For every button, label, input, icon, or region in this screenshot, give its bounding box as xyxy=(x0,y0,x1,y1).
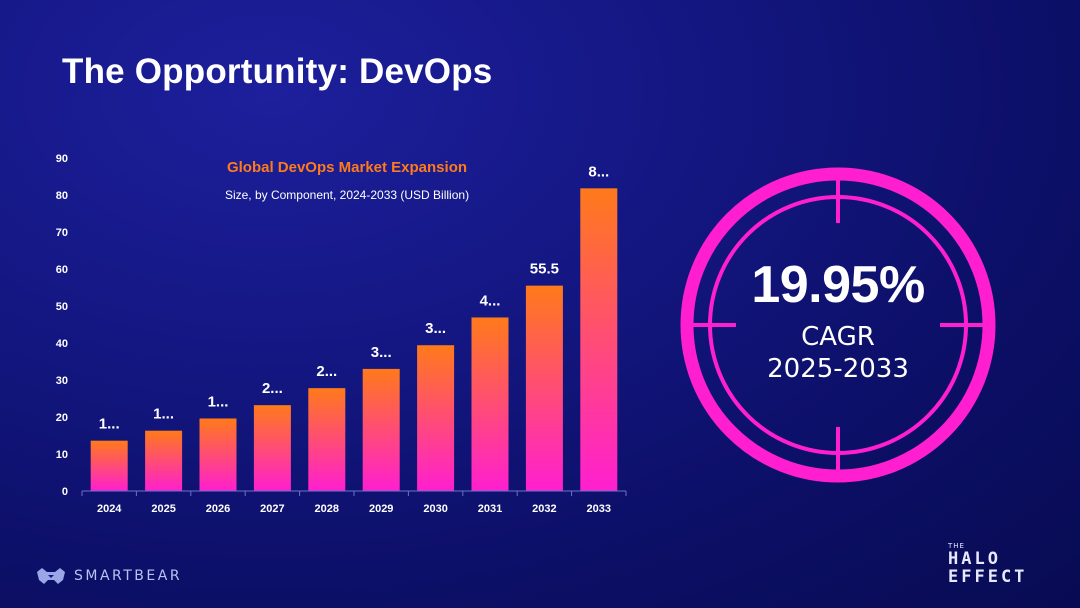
y-tick-label: 90 xyxy=(56,153,68,165)
bar-2031 xyxy=(471,317,509,491)
y-axis: 0 10 20 30 40 50 60 70 80 90 xyxy=(56,153,68,498)
bear-icon xyxy=(37,568,65,584)
bar-chart: Global DevOps Market Expansion Size, by … xyxy=(56,153,627,515)
bar-2025 xyxy=(145,430,183,491)
data-label: 3... xyxy=(371,344,392,361)
y-tick-label: 20 xyxy=(56,412,68,424)
data-label: 1... xyxy=(99,416,120,433)
data-label: 55.5 xyxy=(530,261,559,278)
data-label: 2... xyxy=(316,363,337,380)
bar-2032 xyxy=(525,285,563,491)
x-axis: 2024 2025 2026 2027 2028 2029 2030 2031 2032 2033 xyxy=(81,490,627,515)
x-tick-label: 2024 xyxy=(97,503,122,515)
bar-2026 xyxy=(199,418,237,491)
halo-logo-halo: HALO xyxy=(948,549,1001,569)
halo-logo-effect: EFFECT xyxy=(948,567,1028,587)
data-label: 1... xyxy=(208,393,229,410)
y-tick-label: 80 xyxy=(56,190,68,202)
target-ring-icon xyxy=(680,167,996,483)
cagr-label: CAGR xyxy=(801,321,875,352)
y-tick-label: 0 xyxy=(62,486,68,498)
smartbear-logo: SMARTBEAR xyxy=(36,566,182,586)
x-tick-label: 2032 xyxy=(532,503,556,515)
x-tick-label: 2029 xyxy=(369,503,393,515)
bar-2027 xyxy=(253,405,291,491)
x-tick-label: 2028 xyxy=(315,503,339,515)
bar-2024 xyxy=(90,440,128,491)
slide-title: The Opportunity: DevOps xyxy=(62,52,493,91)
y-tick-label: 70 xyxy=(56,227,68,239)
data-label: 4... xyxy=(480,292,501,309)
halo-logo-the: THE xyxy=(948,542,965,550)
y-tick-label: 60 xyxy=(56,264,68,276)
x-tick-label: 2031 xyxy=(478,503,502,515)
data-label: 2... xyxy=(262,380,283,397)
bar-2028 xyxy=(308,388,346,491)
data-label: 1... xyxy=(153,406,174,423)
y-tick-label: 10 xyxy=(56,449,68,461)
x-tick-label: 2030 xyxy=(423,503,447,515)
bar-2029 xyxy=(362,368,400,491)
x-tick-label: 2033 xyxy=(587,503,611,515)
data-labels: 1... 1... 1... 2... 2... 3... 3... 4... 55.5 8... xyxy=(99,163,609,432)
cagr-value: 19.95% xyxy=(751,255,925,314)
y-tick-label: 50 xyxy=(56,301,68,313)
chart-title: Global DevOps Market Expansion xyxy=(227,159,467,176)
smartbear-wordmark: SMARTBEAR xyxy=(74,568,183,584)
data-label: 8... xyxy=(588,163,609,180)
bars xyxy=(90,188,618,491)
bar-2030 xyxy=(417,345,455,491)
x-tick-label: 2027 xyxy=(260,503,284,515)
chart-subtitle: Size, by Component, 2024-2033 (USD Billi… xyxy=(225,188,469,202)
y-tick-label: 40 xyxy=(56,338,68,350)
y-tick-label: 30 xyxy=(56,375,68,387)
x-tick-label: 2026 xyxy=(206,503,230,515)
x-tick-label: 2025 xyxy=(151,503,175,515)
data-label: 3... xyxy=(425,320,446,337)
cagr-target: 19.95% CAGR 2025-2033 xyxy=(678,165,998,485)
halo-effect-logo: THE HALO EFFECT xyxy=(948,542,1028,587)
cagr-period: 2025-2033 xyxy=(767,354,909,384)
bar-2033 xyxy=(580,188,618,491)
